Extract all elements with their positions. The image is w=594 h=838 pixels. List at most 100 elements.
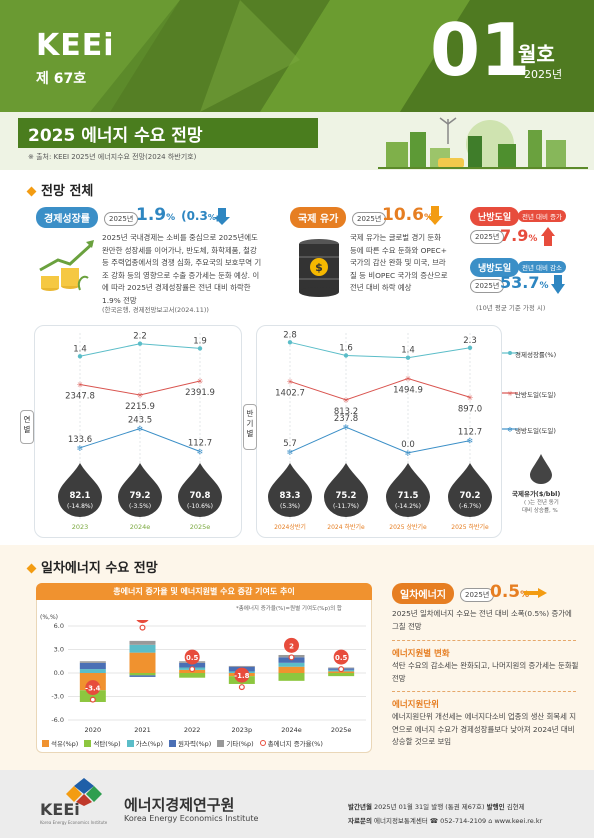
bar-segment <box>179 673 206 678</box>
oil-value: 70.8 <box>190 491 211 501</box>
cdd-unit: % <box>539 281 549 291</box>
diamond-icon <box>26 563 37 574</box>
oil-drop <box>268 463 312 517</box>
cdd-label: 112.7 <box>188 438 212 448</box>
footer-web[interactable]: www.keei.re.kr <box>494 817 543 825</box>
bar-segment <box>79 662 106 670</box>
total-label: 5.8 <box>136 620 149 621</box>
growth-label: 2.3 <box>463 336 477 346</box>
legend-item: 석유(%p) <box>42 738 78 748</box>
total-point <box>89 696 96 703</box>
x-tick: 2023p <box>231 726 252 734</box>
hdd-label: 2347.8 <box>65 392 95 402</box>
month-label: 월호 <box>518 42 555 66</box>
sources-title: 에너지원별 변화 <box>392 649 450 659</box>
bar-segment <box>129 640 156 645</box>
total-point <box>338 666 345 673</box>
bar-segment <box>278 673 305 681</box>
bar-chart: 6.0 3.0 0.0 -3.0 -6.0 2020 -3.4 2021 5.8 2022 0.5 2… <box>51 620 366 734</box>
oil-change: (-14.8%) <box>67 503 93 510</box>
cdd-line <box>79 427 201 452</box>
city-illustration <box>378 117 588 169</box>
org-name-ko: 에너지경제연구원 <box>124 796 235 814</box>
oil-drop <box>324 463 368 517</box>
bar-segment <box>129 673 156 676</box>
bar-segment <box>228 665 255 667</box>
growth-point <box>405 355 411 360</box>
legend-swatch <box>169 739 177 747</box>
header-logo: KEEi <box>36 28 115 63</box>
hdd-unit: % <box>528 234 538 244</box>
hdd-label: 813.2 <box>334 407 358 417</box>
oil-drop <box>386 463 430 517</box>
cdd-pill: 냉방도일 <box>470 258 520 277</box>
cdd-point: ❄ <box>197 447 204 456</box>
hdd-point: ✳ <box>467 393 474 402</box>
legend-oil-note2: 대비 상승률, % <box>522 508 558 514</box>
oil-change: (5.3%) <box>280 503 300 510</box>
y-tick: 3.0 <box>54 646 64 654</box>
growth-point <box>467 345 473 350</box>
bar-segment <box>79 661 106 663</box>
down-arrow-icon <box>427 206 443 225</box>
svg-text:❄: ❄ <box>507 426 513 434</box>
oil-value-wrap: 10.6% <box>382 205 433 225</box>
diamond-icon <box>26 186 37 197</box>
total-bubble <box>85 680 101 696</box>
primary-year-pill: 2025년 <box>460 588 495 602</box>
oil-drop <box>178 463 222 517</box>
keei-logo-mark <box>66 778 102 806</box>
primary-heading-text: 일차에너지 수요 전망 <box>41 561 158 576</box>
period-label: 2025 하반기e <box>451 523 489 531</box>
oil-pill: 국제 유가 <box>290 207 347 228</box>
bar-segment <box>129 675 156 677</box>
cdd-badge: 전년 대비 감소 <box>518 261 567 273</box>
hdd-point: ✳ <box>287 377 294 386</box>
title-source: ※ 출처: KEEI 2025년 에너지수요 전망(2024 하반기호) <box>28 153 197 161</box>
footer-l2-value: 에너지정보통계센터 <box>374 817 428 825</box>
right-arrow-icon <box>524 588 547 598</box>
footer-line2: 자료문의 에너지정보통계센터 ☎ 052-714-2109 ⌂ www.keei… <box>348 815 542 825</box>
year-label: 2025e <box>190 523 211 531</box>
growth-line <box>289 341 471 359</box>
cdd-point: ❄ <box>77 444 84 453</box>
bar-chart-title: 총에너지 증가율 및 에너지원별 수요 증감 기여도 추이 <box>36 583 372 600</box>
down-arrow-icon <box>551 275 565 294</box>
hdd-legend-marker: ✳ <box>502 390 518 398</box>
legend-text: 가스(%p) <box>135 740 164 748</box>
bar-segment <box>328 673 355 677</box>
period-label: 2024상반기 <box>274 523 306 531</box>
x-tick: 2024e <box>281 726 302 734</box>
legend-item: 원자력(%p) <box>169 738 211 748</box>
primary-summary-text: 2025년 일차에너지 수요는 전년 대비 소폭(0.5%) 증가에 그칠 전망 <box>392 609 572 631</box>
econ-value: 1.9 <box>136 205 167 225</box>
growth-label: 1.9 <box>193 336 207 346</box>
x-tick: 2021 <box>134 726 151 734</box>
period-label: 2025 상반기e <box>389 523 427 531</box>
hdd-line <box>289 378 471 401</box>
legend-item: 총에너지 증가율(%) <box>259 738 323 748</box>
up-arrow-icon <box>541 227 555 246</box>
growth-label: 1.6 <box>339 344 353 354</box>
bar-chart-note: *총에너지 증가율(%)=원별 기여도(%p)의 합 <box>236 606 342 612</box>
page-title: 2025 에너지 수요 전망 <box>28 126 203 146</box>
hdd-line <box>79 380 201 396</box>
total-label: 0.5 <box>186 654 199 662</box>
legend-swatch <box>42 739 49 747</box>
hdd-point: ✳ <box>343 396 350 405</box>
econ-text: 2025년 국내경제는 소비를 중심으로 2025년에도 완만한 성장세를 이어… <box>102 233 262 305</box>
hdd-pill: 난방도일 <box>470 207 520 226</box>
total-point <box>288 654 295 661</box>
footer-logo-text: KEEi <box>40 800 80 819</box>
total-bubble <box>234 667 250 683</box>
bar-segment <box>328 671 355 673</box>
y-tick: 6.0 <box>54 622 64 630</box>
total-bubble <box>184 649 200 665</box>
legend-oil-note1: ( )는 전년 동기 <box>524 500 559 506</box>
bar-segment <box>129 652 156 673</box>
footer-l1-label: 발간년월 <box>348 803 372 811</box>
growth-label: 1.4 <box>73 344 87 354</box>
total-point <box>189 666 196 673</box>
home-icon: ⌂ <box>488 817 493 825</box>
primary-heading: 일차에너지 수요 전망 <box>26 557 158 576</box>
